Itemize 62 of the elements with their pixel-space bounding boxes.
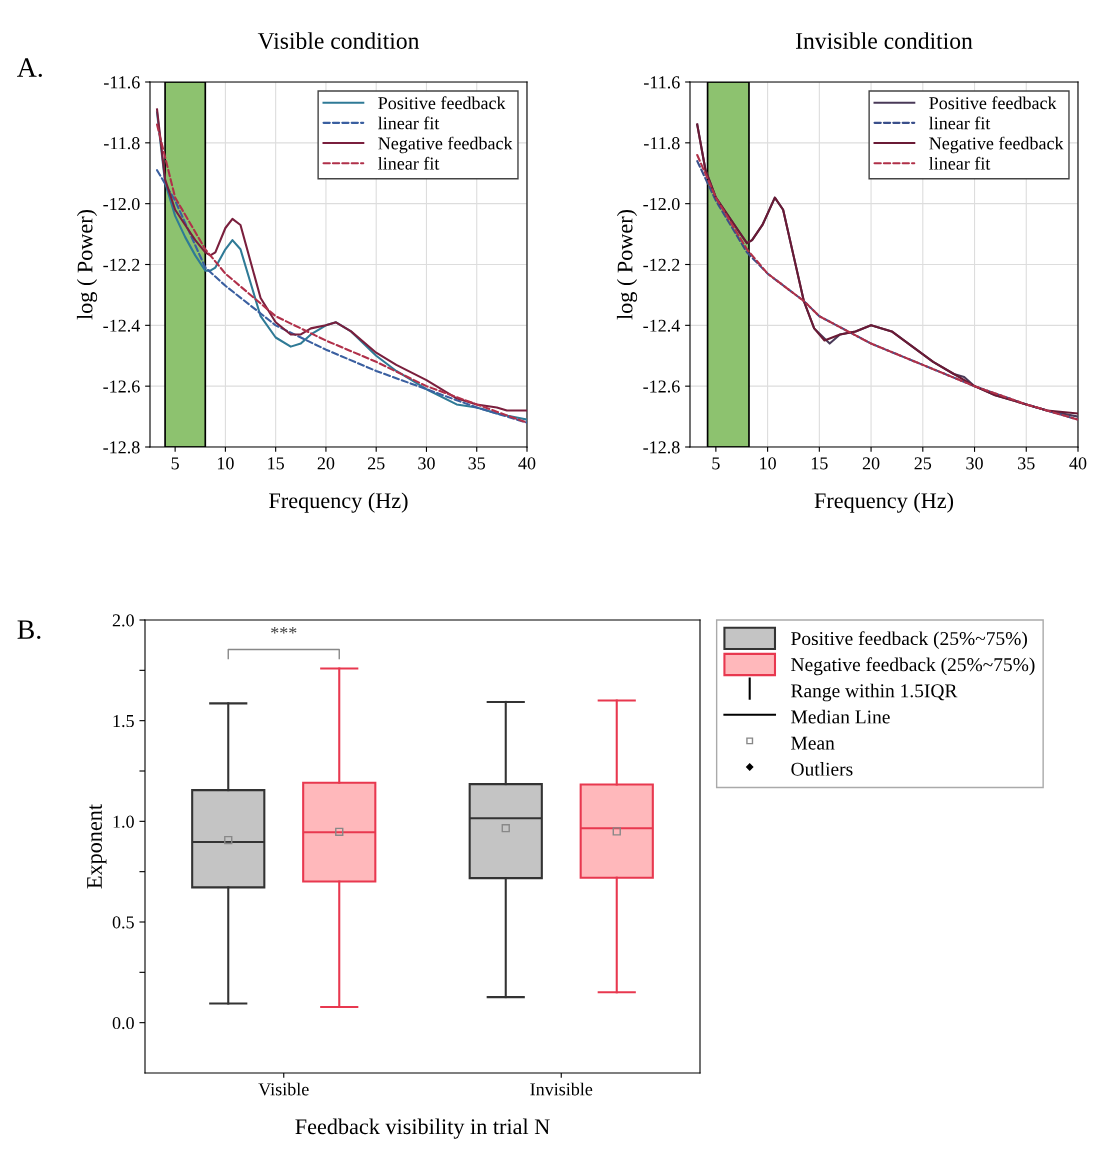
y-tick-label: 1.5 (113, 715, 134, 728)
y-tick-label: 2.0 (112, 614, 134, 627)
legend-label: linear fit (378, 116, 440, 130)
y-axis-title: log ( Power) (616, 209, 638, 320)
text: Median Line (791, 709, 890, 724)
chart-title: Visible condition (257, 32, 420, 50)
x-tick-label: 20 (862, 457, 880, 470)
y-tick-label: -12.2 (643, 258, 680, 272)
x-tick-label: 5 (712, 457, 720, 470)
y-tick-label: -12.6 (643, 380, 680, 393)
x-axis-title: Frequency (Hz) (269, 492, 408, 513)
annotation: *** (271, 626, 297, 634)
y-tick-label: -12.4 (103, 319, 140, 332)
text: B. (17, 620, 41, 640)
x-tick-label: 20 (317, 457, 335, 470)
x-tick-label: 35 (1018, 457, 1035, 470)
y-tick-label: 0.0 (112, 1016, 134, 1030)
y-tick-label: 1.0 (113, 815, 134, 828)
x-tick-label: 15 (811, 457, 828, 470)
x-tick-label: 5 (171, 457, 179, 470)
legend-label: Negative feedback (929, 136, 1064, 154)
x-tick-label: 30 (966, 457, 983, 470)
y-tick-label: -12.0 (103, 197, 140, 211)
x-tick-label: 40 (1069, 457, 1087, 470)
y-tick-label: -12.8 (103, 441, 140, 454)
x-tick-label: 30 (418, 457, 435, 470)
y-tick-label: -12.8 (643, 441, 680, 454)
y-tick-label: 0.5 (112, 916, 134, 929)
y-tick-label: -12.2 (103, 258, 140, 272)
legend-label: Negative feedback (378, 136, 513, 154)
legend-label: linear fit (929, 156, 991, 170)
x-axis-title: Feedback visibility in trial N (295, 1118, 550, 1139)
text: A. (17, 58, 42, 78)
y-tick-label: -12.0 (643, 197, 680, 211)
legend-label: linear fit (378, 156, 440, 170)
y-tick-label: -12.6 (103, 380, 140, 393)
y-tick-label: -11.6 (644, 76, 680, 89)
chart-title: Invisible condition (795, 32, 973, 49)
x-axis-title: Frequency (Hz) (814, 492, 954, 513)
x-tick-label: 15 (268, 457, 284, 470)
x-tick-label: 40 (518, 457, 536, 470)
text: Outliers (791, 762, 853, 776)
text: Mean (791, 736, 835, 750)
y-axis-title: Exponent (87, 804, 107, 889)
x-tick-label: 35 (468, 457, 486, 470)
x-tick-label: 10 (760, 457, 776, 470)
x-tick-label: 25 (914, 457, 932, 470)
x-tick-label: 25 (367, 457, 385, 470)
y-tick-label: -11.8 (104, 137, 140, 150)
legend-label: Positive feedback (25%~75%) (791, 631, 1027, 650)
legend-label: Negative feedback (25%~75%) (791, 657, 1035, 676)
y-tick-label: -12.4 (643, 319, 680, 332)
y-tick-label: -11.8 (644, 137, 680, 150)
y-axis-title: log ( Power) (76, 209, 98, 320)
legend-label: Positive feedback (378, 96, 506, 110)
x-tick-label: Invisible (530, 1082, 593, 1096)
x-tick-label: Visible (258, 1082, 309, 1096)
x-tick-label: 10 (217, 457, 234, 470)
legend-label: linear fit (929, 116, 991, 130)
text: Range within 1.5IQR (791, 683, 958, 702)
legend-label: Positive feedback (929, 96, 1057, 110)
y-tick-label: -11.6 (104, 76, 140, 89)
